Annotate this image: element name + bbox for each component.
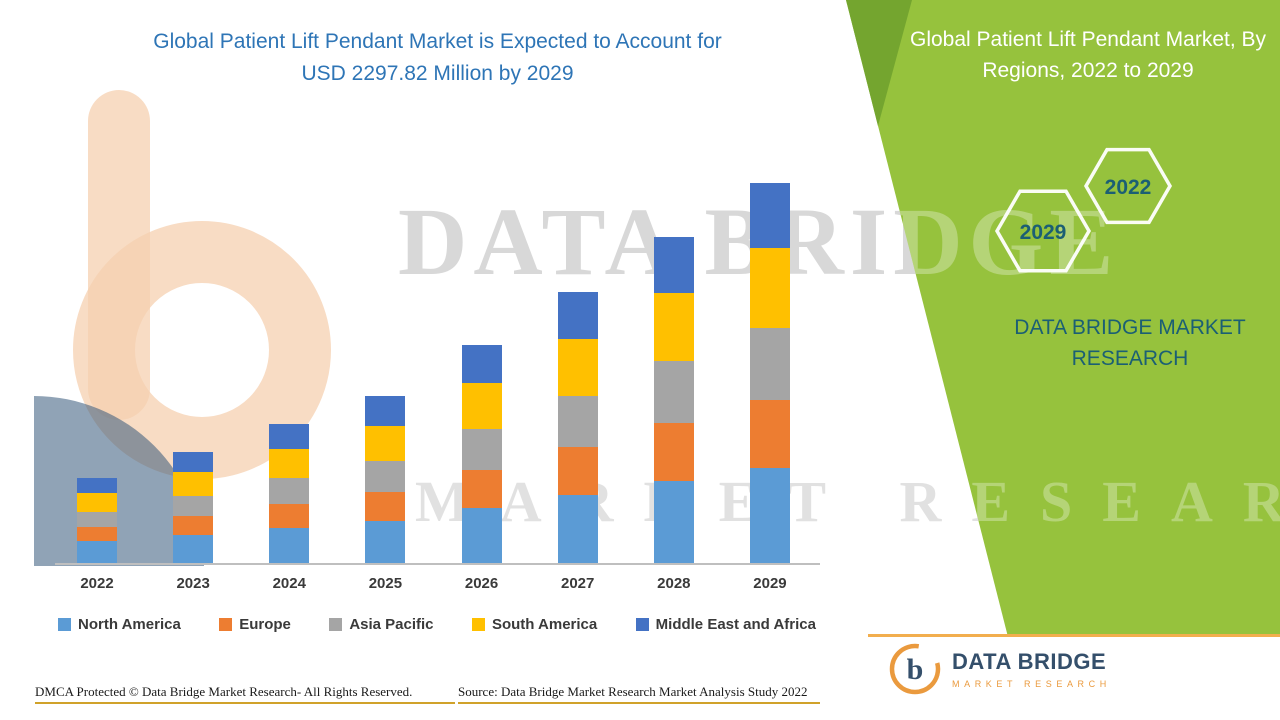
- legend-item-south-america: South America: [471, 616, 598, 633]
- x-axis-label-2026: 2026: [464, 575, 499, 592]
- bar-segment-asia-pacific: [653, 361, 694, 423]
- legend-marker: [329, 618, 343, 631]
- x-axis-label-2027: 2027: [561, 575, 595, 592]
- bar-segment-south-america: [749, 248, 790, 328]
- company-logo: b DATA BRIDGE MARKET RESEARCH: [888, 642, 1111, 696]
- bar-segment-asia-pacific: [749, 328, 790, 400]
- x-axis-label-2028: 2028: [657, 575, 691, 592]
- bar-segment-europe: [461, 470, 502, 508]
- stacked-bar-2026: [461, 345, 502, 563]
- bar-segment-asia-pacific: [557, 396, 598, 447]
- stacked-bar-2027: [557, 292, 598, 563]
- bar-segment-north-america: [749, 468, 790, 563]
- bar-segment-south-america: [365, 426, 406, 461]
- bar-segment-north-america: [653, 481, 694, 563]
- x-axis-label-2025: 2025: [368, 575, 403, 592]
- bar-segment-europe: [173, 516, 214, 535]
- svg-text:b: b: [907, 653, 924, 686]
- bar-segment-north-america: [557, 495, 598, 563]
- bar-segment-north-america: [365, 521, 406, 563]
- dmca-notice: DMCA Protected © Data Bridge Market Rese…: [35, 684, 413, 699]
- bar-segment-europe: [269, 504, 310, 528]
- footer-underline: [35, 702, 455, 704]
- legend-marker: [58, 618, 71, 631]
- company-logo-text: DATA BRIDGE MARKET RESEARCH: [952, 649, 1111, 689]
- bar-segment-middle-east-and-africa: [557, 292, 598, 339]
- brand-panel-line1: DATA BRIDGE MARKET: [1014, 316, 1246, 339]
- bar-segment-europe: [653, 423, 694, 481]
- x-axis-line: [55, 563, 820, 565]
- chart-title-line1: Global Patient Lift Pendant Market is Ex…: [153, 30, 722, 53]
- stacked-bar-2025: [365, 396, 406, 563]
- bar-segment-europe: [557, 447, 598, 495]
- legend: North America Europe Asia Pacific South Ame…: [58, 616, 816, 633]
- stacked-bar-2029: [749, 183, 790, 563]
- bar-segment-middle-east-and-africa: [653, 237, 694, 293]
- legend-label: Asia Pacific: [349, 616, 434, 633]
- bar-segment-asia-pacific: [173, 496, 214, 516]
- bar-segment-europe: [77, 527, 117, 541]
- panel-title: Global Patient Lift Pendant Market, By R…: [909, 28, 1267, 82]
- legend-label: South America: [491, 616, 598, 633]
- bar-segment-south-america: [557, 339, 598, 396]
- stacked-bar-2022: [77, 478, 117, 563]
- legend-marker: [635, 618, 649, 631]
- hexagon-2029-outline: [994, 189, 1092, 273]
- company-name: DATA BRIDGE: [952, 649, 1107, 674]
- legend-label: North America: [78, 616, 181, 633]
- legend-marker: [471, 618, 485, 631]
- plot-area: 2022 2023 2024 2025 2026 2027 2028 2029: [55, 183, 820, 592]
- legend-marker: [219, 618, 233, 631]
- bar-segment-middle-east-and-africa: [269, 424, 310, 449]
- bar-segment-middle-east-and-africa: [461, 345, 502, 383]
- legend-item-asia-pacific: Asia Pacific: [329, 616, 434, 633]
- stacked-bar-2023: [173, 452, 214, 563]
- stacked-bar-2028: [653, 237, 694, 563]
- bar-segment-south-america: [653, 293, 694, 361]
- bar-segment-asia-pacific: [365, 461, 406, 492]
- bar-segment-north-america: [269, 528, 310, 563]
- bar-segment-middle-east-and-africa: [749, 183, 790, 248]
- stacked-bar-2024: [269, 424, 310, 563]
- source-note: Source: Data Bridge Market Research Mark…: [458, 684, 808, 699]
- x-axis-label-2029: 2029: [753, 575, 787, 592]
- brand-panel-text: DATA BRIDGE MARKET RESEARCH: [1000, 312, 1260, 374]
- bar-segment-south-america: [77, 493, 117, 512]
- bar-segment-asia-pacific: [461, 429, 502, 470]
- bar-segment-asia-pacific: [269, 478, 310, 504]
- company-logo-icon: b: [889, 643, 941, 695]
- x-axis-label-2022: 2022: [80, 575, 114, 592]
- footer-underline: [458, 702, 820, 704]
- bar-segment-north-america: [77, 541, 117, 563]
- badge-year-2029: 2029: [1020, 221, 1067, 244]
- badge-year-2022: 2022: [1105, 176, 1152, 199]
- bar-segment-middle-east-and-africa: [173, 452, 214, 472]
- bar-segment-europe: [749, 400, 790, 468]
- bar-segment-south-america: [461, 383, 502, 429]
- bar-segment-north-america: [461, 508, 502, 563]
- legend-label: Europe: [239, 616, 291, 633]
- x-axis-label-2024: 2024: [272, 575, 306, 592]
- chart-title-line2: USD 2297.82 Million by 2029: [301, 62, 574, 85]
- bar-segment-middle-east-and-africa: [77, 478, 117, 493]
- bar-segment-south-america: [269, 449, 310, 478]
- company-tagline: MARKET RESEARCH: [952, 679, 1111, 689]
- bar-segment-middle-east-and-africa: [365, 396, 406, 426]
- legend-label: Middle East and Africa: [655, 616, 816, 633]
- logo-divider-line: [868, 634, 1280, 637]
- bar-segment-asia-pacific: [77, 512, 117, 527]
- legend-item-europe: Europe: [219, 616, 291, 633]
- year-badges: 2029 2022: [994, 147, 1173, 273]
- chart-title: Global Patient Lift Pendant Market is Ex…: [75, 26, 800, 90]
- bar-segment-north-america: [173, 535, 214, 563]
- x-axis-label-2023: 2023: [176, 575, 210, 592]
- hexagon-2022-outline: [1083, 147, 1173, 225]
- bar-segment-europe: [365, 492, 406, 521]
- bar-segment-south-america: [173, 472, 214, 496]
- brand-panel-line2: RESEARCH: [1071, 347, 1189, 370]
- legend-item-north-america: North America: [58, 616, 181, 633]
- legend-item-middle-east-and-africa: Middle East and Africa: [635, 616, 816, 633]
